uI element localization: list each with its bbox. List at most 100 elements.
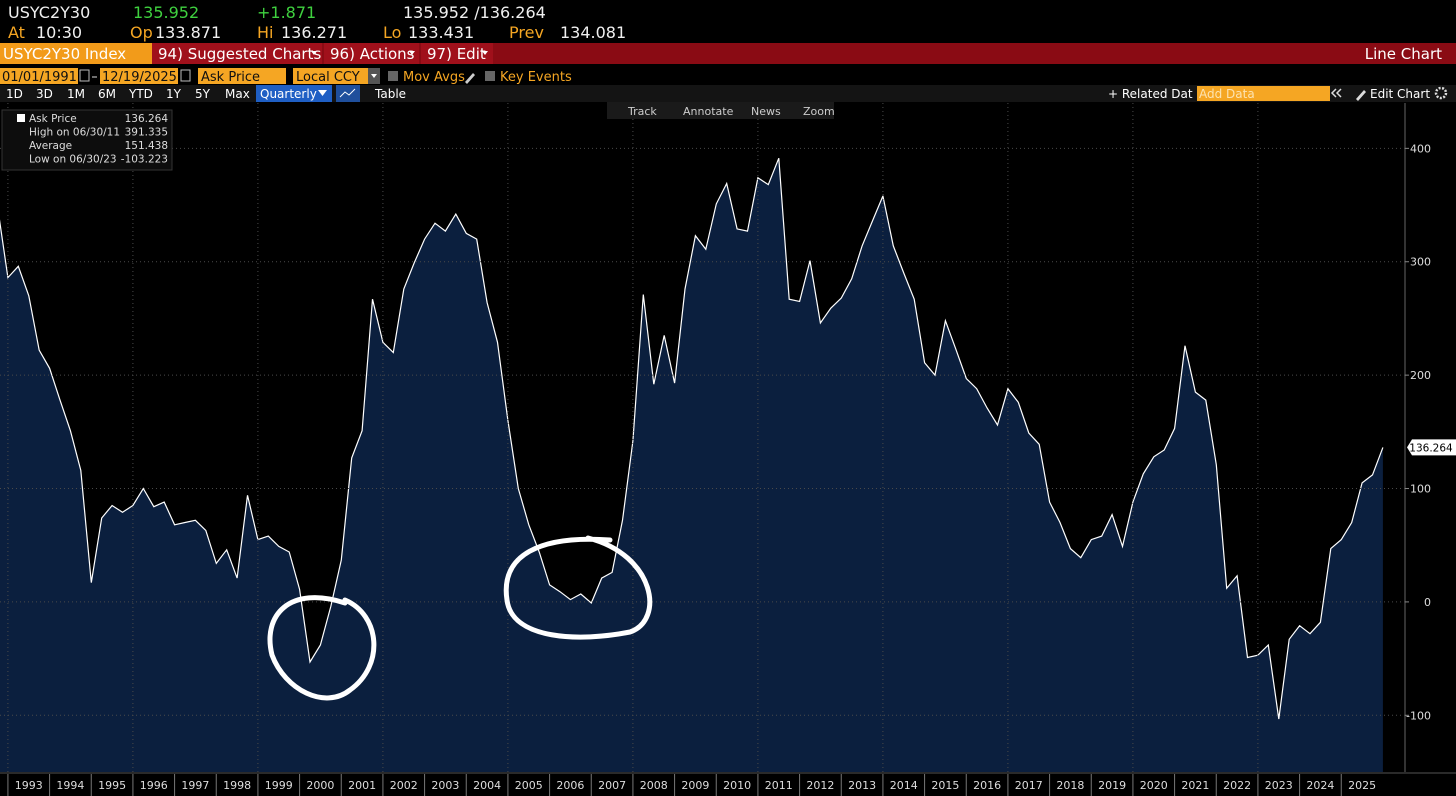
x-tick-label: 1999 [265, 779, 293, 792]
calendar-icon[interactable] [79, 69, 90, 82]
date-field[interactable] [100, 68, 178, 84]
time: 10:30 [36, 23, 82, 42]
x-tick-label: 2001 [348, 779, 376, 792]
period-button[interactable]: 5Y [195, 87, 211, 101]
period-button[interactable]: YTD [128, 87, 153, 101]
x-tick-label: 2022 [1223, 779, 1251, 792]
frequency-box[interactable] [256, 85, 332, 102]
period-button[interactable]: 1Y [166, 87, 182, 101]
x-tick-label: 2024 [1306, 779, 1334, 792]
end-date[interactable]: 12/19/2025 [102, 70, 177, 85]
low: 133.431 [408, 23, 474, 42]
x-tick-label: 2023 [1265, 779, 1293, 792]
x-tick-label: 1996 [140, 779, 168, 792]
field[interactable]: Ask Price [201, 70, 260, 85]
prev-label: Prev [509, 23, 544, 42]
x-tick-label: 2019 [1098, 779, 1126, 792]
change: +1.871 [257, 3, 316, 22]
calendar-icon[interactable] [180, 69, 191, 82]
ticker: USYC2Y30 [8, 3, 90, 22]
last-price: 135.952 [133, 3, 199, 22]
pencil-icon[interactable] [1356, 90, 1366, 101]
period-button[interactable]: 1D [6, 87, 23, 101]
menu-button[interactable] [421, 43, 493, 64]
legend-box [1, 109, 173, 171]
dropdown-arrow [482, 51, 488, 55]
pencil-icon[interactable] [465, 73, 475, 84]
checkbox[interactable] [485, 71, 495, 81]
date-field[interactable] [0, 68, 78, 84]
edit-chart[interactable]: Edit Chart [1370, 87, 1430, 101]
annotation-circle [503, 535, 653, 640]
add-data[interactable]: Add Data [1199, 87, 1255, 101]
toolbar-button[interactable]: Track [627, 105, 657, 118]
high-label: Hi [257, 23, 273, 42]
menu-item[interactable]: 97) Edit [427, 45, 486, 63]
table-button[interactable]: Table [374, 87, 406, 101]
legend-value: 391.335 [125, 127, 168, 139]
menu-item[interactable]: 96) Actions [330, 45, 415, 63]
menu-button[interactable] [152, 43, 322, 64]
legend-label: Ask Price [29, 113, 77, 125]
period-button[interactable]: 6M [98, 87, 116, 101]
x-tick-label: 1994 [56, 779, 84, 792]
field-box[interactable] [198, 68, 286, 84]
frequency[interactable]: Quarterly [260, 87, 317, 101]
x-tick-label: 2021 [1181, 779, 1209, 792]
chart: 136.264 -100 0 100 200 300 400 1993 1994 1995 1996… [0, 103, 1456, 796]
x-tick-label: 2006 [556, 779, 584, 792]
currency[interactable]: Local CCY [296, 70, 360, 85]
security[interactable]: USYC2Y30 Index [3, 45, 126, 63]
legend-label: High on 06/30/11 [29, 127, 120, 139]
area-fill [0, 158, 1383, 772]
legend-swatch [17, 114, 25, 122]
related-data[interactable]: + Related Dat [1108, 87, 1193, 101]
x-tick-label: 2014 [890, 779, 918, 792]
menu-item[interactable]: 94) Suggested Charts [158, 45, 321, 63]
menu-button[interactable] [324, 43, 419, 64]
x-tick-label: 2016 [973, 779, 1001, 792]
option[interactable]: Key Events [500, 70, 572, 85]
option[interactable]: Mov Avgs [403, 70, 465, 85]
x-tick-label: 2003 [431, 779, 459, 792]
last-value-flag [1407, 439, 1456, 456]
toolbar-button[interactable]: News [751, 105, 781, 118]
settings-icon[interactable] [1434, 86, 1448, 100]
x-tick-label: 2008 [640, 779, 668, 792]
chart-icon-box[interactable] [336, 85, 360, 102]
period-button[interactable]: Max [225, 87, 250, 101]
security-box[interactable] [0, 43, 152, 64]
period-button[interactable]: 3D [36, 87, 53, 101]
toolbar-button[interactable]: Zoom [803, 105, 835, 118]
chart-icon [339, 88, 356, 98]
x-tick-label: 2017 [1015, 779, 1043, 792]
period-buttons: 1D 3D 1M 6M YTD 1Y 5Y Max [6, 87, 250, 101]
collapse-icon[interactable] [1330, 88, 1342, 98]
y-tick-label: 300 [1410, 256, 1431, 269]
prev: 134.081 [560, 23, 626, 42]
annotation-circle [267, 595, 377, 701]
add-data-box[interactable] [1197, 86, 1330, 101]
dropdown-arrow [318, 90, 327, 96]
checkbox[interactable] [388, 71, 398, 81]
chart-type: Line Chart [1365, 45, 1442, 63]
legend-label: Average [29, 140, 72, 152]
open: 133.871 [155, 23, 221, 42]
bid-ask: 135.952 /136.264 [403, 3, 546, 22]
start-date[interactable]: 01/01/1991 [2, 70, 77, 85]
y-tick-label: 100 [1410, 483, 1431, 496]
x-tick-label: 1993 [15, 779, 43, 792]
last-value-label: 136.264 [1409, 442, 1453, 454]
y-tick-label: 200 [1410, 369, 1431, 382]
x-tick-label: 2011 [765, 779, 793, 792]
y-tick-label: -100 [1406, 709, 1431, 722]
x-tick-label: 2007 [598, 779, 626, 792]
period-button[interactable]: 1M [67, 87, 85, 101]
legend: Ask Price 136.264 High on 06/30/11 391.335 A… [29, 113, 168, 166]
x-tick-label: 2012 [806, 779, 834, 792]
currency-box[interactable] [293, 68, 380, 84]
toolbar-button[interactable]: Annotate [683, 105, 734, 118]
dropdown-arrow [311, 51, 317, 55]
